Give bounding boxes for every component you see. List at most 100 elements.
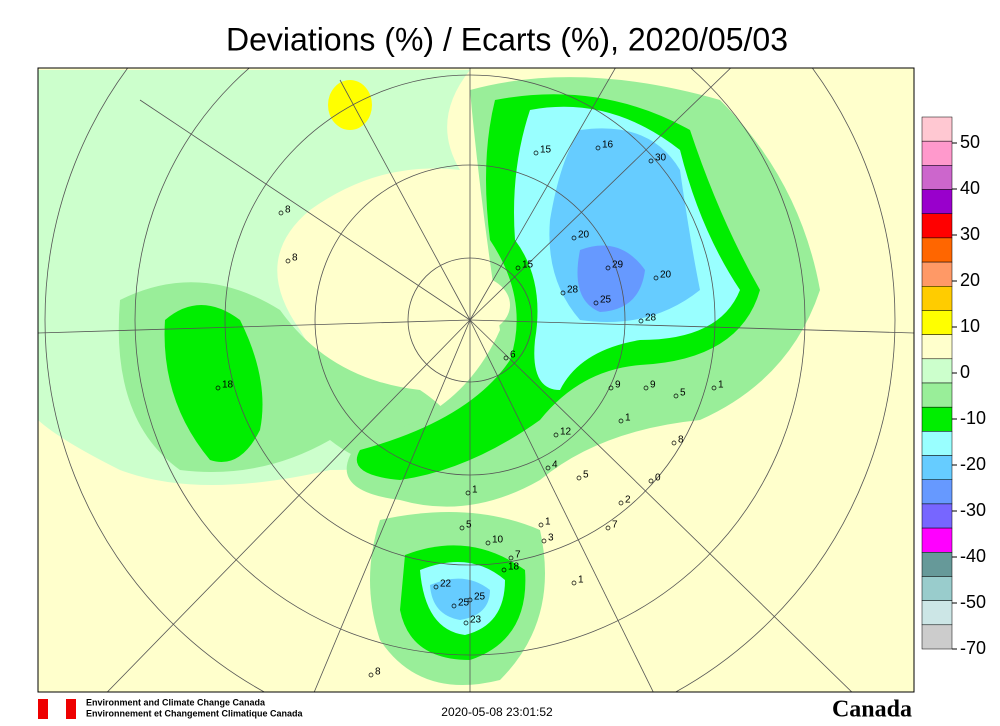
flag-center (48, 699, 66, 719)
station-value: 8 (292, 253, 298, 264)
station-marker (595, 145, 601, 151)
legend-label: -70 (960, 638, 986, 658)
legend-swatch (921, 527, 953, 553)
station-marker (467, 597, 473, 603)
legend-swatch (921, 310, 953, 335)
contour-deep-green (164, 305, 263, 462)
station-value: 23 (470, 615, 482, 626)
legend-swatch (921, 358, 953, 384)
legend-label: 30 (960, 224, 980, 244)
legend-label: -20 (960, 454, 986, 474)
color-legend: 50 40 30 20 10 0 -10 -20 -30 -40 -50 -70 (921, 116, 986, 658)
station-marker (451, 603, 457, 609)
station-marker (278, 210, 284, 216)
legend-label: 0 (960, 362, 970, 382)
station-value: 9 (615, 380, 621, 391)
station-marker (643, 385, 649, 391)
station-marker (368, 672, 374, 678)
station-marker (485, 540, 491, 546)
station-value: 25 (474, 592, 486, 603)
station-value: 16 (602, 140, 614, 151)
station-value: 5 (466, 520, 472, 531)
station-value: 25 (600, 295, 612, 306)
station-value: 9 (650, 380, 656, 391)
station-marker (571, 580, 577, 586)
title: Deviations (%) / Ecarts (%), 2020/05/03 (226, 21, 788, 57)
station-value: 1 (625, 413, 631, 424)
legend-swatch (921, 576, 953, 601)
station-value: 5 (680, 388, 686, 399)
station-value: 2 (625, 495, 631, 506)
station-marker (533, 150, 539, 156)
agency-fr: Environnement et Changement Climatique C… (86, 708, 304, 718)
station-value: 1 (545, 517, 551, 528)
timestamp: 2020-05-08 23:01:52 (441, 705, 553, 719)
station-value: 25 (458, 598, 470, 609)
station-marker (545, 465, 551, 471)
station-value: 30 (655, 153, 667, 164)
station-marker (515, 265, 521, 271)
station-value: 18 (508, 562, 520, 573)
station-marker (648, 158, 654, 164)
station-value: 1 (472, 485, 478, 496)
station-marker (618, 418, 624, 424)
station-value: 7 (612, 520, 618, 531)
graticule (38, 68, 914, 692)
station-value: 8 (285, 205, 291, 216)
station-value: 15 (522, 260, 534, 271)
legend-swatch (921, 189, 953, 214)
legend-swatch (921, 140, 953, 166)
legend-label: 40 (960, 178, 980, 198)
station-value: 20 (578, 230, 590, 241)
contour-light-green (38, 88, 309, 294)
station-marker (618, 500, 624, 506)
station-marker (593, 300, 599, 306)
station-value: 1 (578, 575, 584, 586)
station-value: 0 (655, 473, 661, 484)
station-marker (571, 235, 577, 241)
station-value: 28 (645, 313, 657, 324)
contour-dark-blue (577, 245, 645, 312)
station-value: 22 (440, 579, 452, 590)
station-marker (605, 525, 611, 531)
station-value: 18 (222, 380, 234, 391)
legend-swatch (921, 479, 953, 505)
contour-blue (430, 578, 490, 620)
legend-swatch (921, 213, 953, 239)
station-value: 20 (660, 270, 672, 281)
legend-label: 10 (960, 316, 980, 336)
station-marker (541, 538, 547, 544)
station-value: 5 (583, 470, 589, 481)
legend-label: 20 (960, 270, 980, 290)
station-marker (503, 355, 509, 361)
legend-swatch (921, 406, 953, 432)
station-value: 29 (612, 260, 624, 271)
station-marker (433, 584, 439, 590)
station-marker (215, 385, 221, 391)
station-marker (576, 475, 582, 481)
station-marker (638, 318, 644, 324)
legend-swatch (921, 286, 953, 311)
station-value: 7 (515, 550, 521, 561)
station-value: 8 (375, 667, 381, 678)
legend-label: -50 (960, 592, 986, 612)
station-marker (605, 265, 611, 271)
station-marker (560, 290, 566, 296)
station-marker (465, 490, 471, 496)
station-value: 6 (510, 350, 516, 361)
station-value: 28 (567, 285, 579, 296)
station-value: 8 (678, 435, 684, 446)
station-marker (671, 440, 677, 446)
legend-swatch (921, 431, 953, 456)
legend-swatch (921, 600, 953, 626)
legend-swatch (921, 503, 953, 529)
station-marker (508, 555, 514, 561)
legend-swatch (921, 624, 953, 650)
station-marker (501, 567, 507, 573)
station-marker (608, 385, 614, 391)
station-value: 3 (548, 533, 554, 544)
legend-swatch (921, 455, 953, 480)
